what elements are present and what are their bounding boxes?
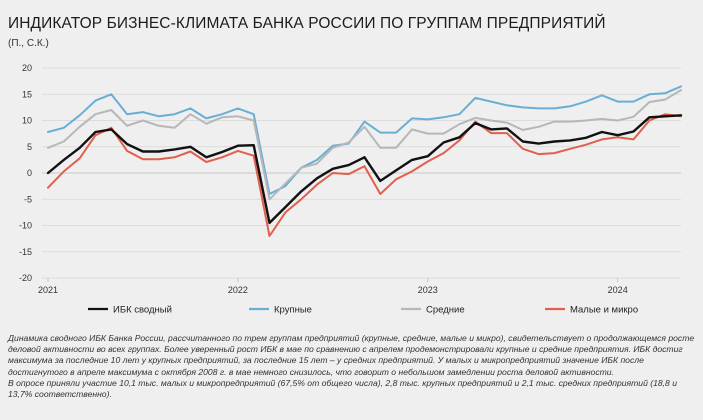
series-line-small <box>47 113 682 237</box>
y-tick-label: 20 <box>22 63 32 73</box>
grid <box>42 67 681 279</box>
legend: ИБК сводный Крупные Средние Малые и микро <box>88 305 638 316</box>
line-chart: -20 -15 -10 -5 0 5 10 15 20 2021 2022 2023 2024 ИБК… <box>19 63 683 316</box>
y-tick-label: 15 <box>22 89 32 99</box>
y-tick-label: -10 <box>19 221 32 231</box>
series-line-medium <box>47 89 682 201</box>
y-tick-label: 0 <box>27 168 32 178</box>
y-tick-label: -20 <box>19 273 32 283</box>
y-axis-ticks: -20 -15 -10 -5 0 5 10 15 20 <box>19 63 32 283</box>
chart-units: (П., С.К.) <box>8 38 49 49</box>
y-tick-label: -15 <box>19 247 32 257</box>
y-tick-label: 5 <box>27 142 32 152</box>
legend-label-large: Крупные <box>274 305 312 316</box>
legend-label-total: ИБК сводный <box>113 305 172 316</box>
chart-title: ИНДИКАТОР БИЗНЕС-КЛИМАТА БАНКА РОССИИ ПО… <box>8 15 606 32</box>
series-line-total <box>46 114 683 225</box>
y-tick-label: 10 <box>22 116 32 126</box>
series-line-large <box>47 85 682 195</box>
chart-note: Динамика сводного ИБК Банка России, расс… <box>8 333 698 400</box>
series <box>46 85 683 237</box>
note-paragraph-1: Динамика сводного ИБК Банка России, расс… <box>8 333 695 377</box>
x-tick-label: 2023 <box>418 285 438 295</box>
legend-label-medium: Средние <box>426 305 465 316</box>
x-tick-label: 2021 <box>38 285 58 295</box>
x-tick-label: 2024 <box>608 285 628 295</box>
legend-label-small: Малые и микро <box>570 305 638 316</box>
note-paragraph-2: В опросе приняли участие 10,1 тыс. малых… <box>8 377 677 400</box>
x-tick-label: 2022 <box>228 285 248 295</box>
x-axis-ticks: 2021 2022 2023 2024 <box>38 278 628 295</box>
y-tick-label: -5 <box>24 194 32 204</box>
